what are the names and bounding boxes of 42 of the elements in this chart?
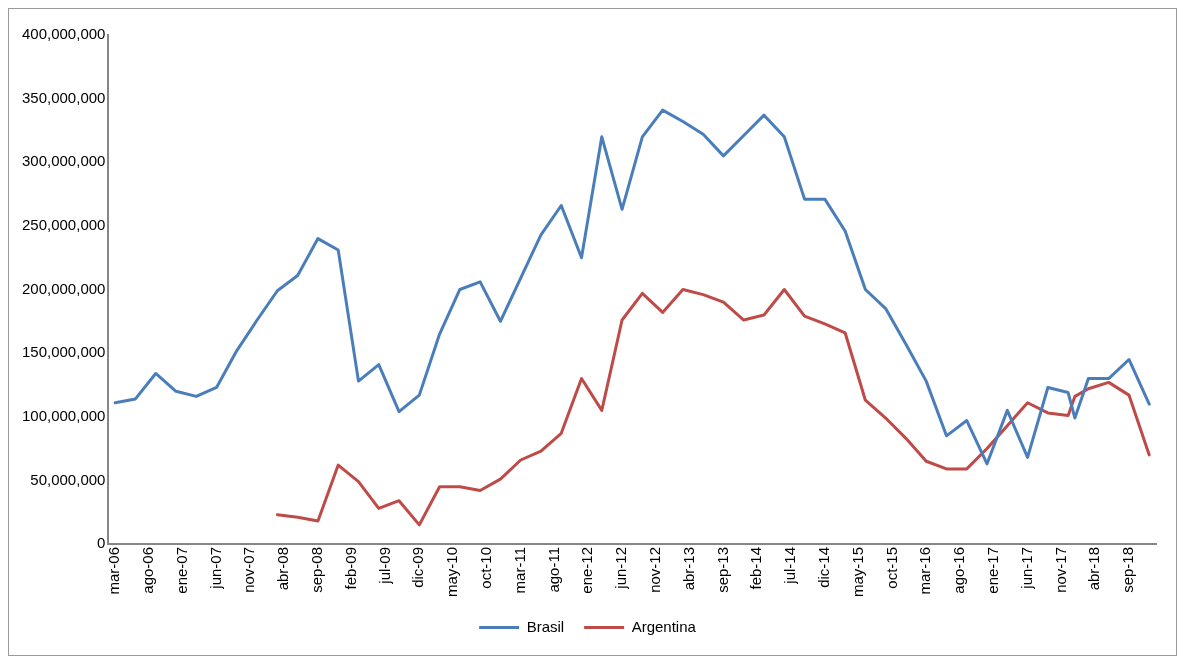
- x-tick-label: ago-11: [544, 546, 562, 593]
- x-tick-label: sep-18: [1119, 546, 1137, 593]
- y-tick-label: 350,000,000: [21, 88, 106, 106]
- x-tick-label: jun-07: [206, 546, 224, 590]
- y-tick-label: 100,000,000: [21, 406, 106, 424]
- x-tick-label: jul-14: [781, 546, 799, 585]
- legend-label: Brasil: [526, 617, 565, 635]
- x-tick-label: jun-17: [1017, 546, 1035, 590]
- y-tick-label: 400,000,000: [21, 25, 106, 43]
- x-tick-label: ago-06: [139, 546, 157, 594]
- y-tick-label: 150,000,000: [21, 343, 106, 361]
- y-tick-label: 0: [97, 534, 106, 552]
- x-tick-label: oct-10: [477, 546, 495, 589]
- x-tick-label: abr-18: [1085, 546, 1103, 591]
- x-tick-label: nov-17: [1051, 546, 1069, 593]
- x-tick-label: feb-14: [747, 546, 765, 590]
- x-tick-label: may-10: [443, 546, 461, 598]
- x-tick-label: ene-17: [983, 546, 1001, 594]
- x-tick-label: abr-08: [274, 546, 292, 591]
- x-tick-label: sep-08: [308, 546, 326, 593]
- y-tick-label: 50,000,000: [30, 470, 106, 488]
- x-tick-label: mar-16: [916, 546, 934, 595]
- x-tick-label: jul-09: [375, 546, 393, 585]
- x-tick-label: dic-09: [409, 546, 427, 588]
- x-tick-label: feb-09: [341, 546, 359, 590]
- x-tick-label: ene-07: [172, 546, 190, 594]
- x-tick-label: oct-15: [882, 546, 900, 589]
- x-tick-label: nov-07: [240, 546, 258, 593]
- x-tick-label: nov-12: [646, 546, 663, 593]
- x-tick-label: ago-16: [950, 546, 968, 594]
- x-tick-label: may-15: [848, 546, 866, 598]
- x-tick-label: sep-13: [713, 546, 731, 593]
- x-tick-label: mar-11: [510, 546, 528, 594]
- x-tick-label: mar-06: [105, 546, 123, 595]
- y-tick-label: 200,000,000: [21, 279, 106, 297]
- x-tick-label: abr-13: [679, 546, 697, 591]
- x-tick-label: dic-14: [814, 546, 832, 588]
- y-tick-label: 300,000,000: [21, 152, 106, 170]
- y-tick-label: 250,000,000: [21, 216, 106, 234]
- x-tick-label: jun-12: [612, 546, 630, 590]
- x-tick-label: ene-12: [578, 546, 596, 594]
- legend-label: Argentina: [631, 617, 697, 635]
